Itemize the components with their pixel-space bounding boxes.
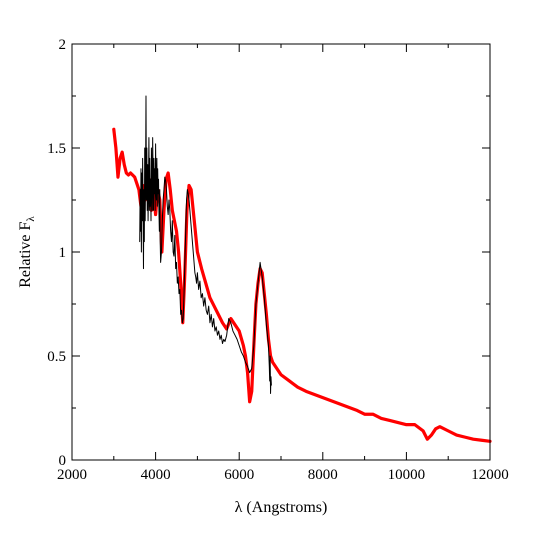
- series-line-2: [139, 95, 272, 394]
- plot-frame: [71, 43, 491, 461]
- x-axis-label: λ (Angstroms): [235, 499, 328, 516]
- x-tick-label: 2000: [57, 467, 87, 483]
- y-tick-label: 1: [59, 245, 67, 261]
- x-tick-label: 6000: [224, 467, 254, 483]
- y-axis-label: Relative Fλ: [17, 216, 37, 288]
- y-tick-label: 1.5: [47, 141, 66, 157]
- y-tick-label: 2: [59, 37, 67, 53]
- y-tick-label: 0.5: [47, 349, 66, 365]
- plot-area: [112, 95, 492, 443]
- y-tick-label: 0: [59, 453, 67, 469]
- y-axis-label-main: Relative F: [17, 221, 34, 287]
- x-tick-label: 4000: [141, 467, 171, 483]
- x-tick-label: 8000: [308, 467, 338, 483]
- x-tick-label: 10000: [388, 467, 426, 483]
- x-tick-label: 12000: [471, 467, 509, 483]
- axis-ticks: 2000 4000 6000 8000 10000 12000 0 0.5 1 1.5 2: [47, 37, 509, 483]
- series-line-1: [112, 127, 492, 443]
- y-axis-label-subscript: λ: [25, 216, 37, 222]
